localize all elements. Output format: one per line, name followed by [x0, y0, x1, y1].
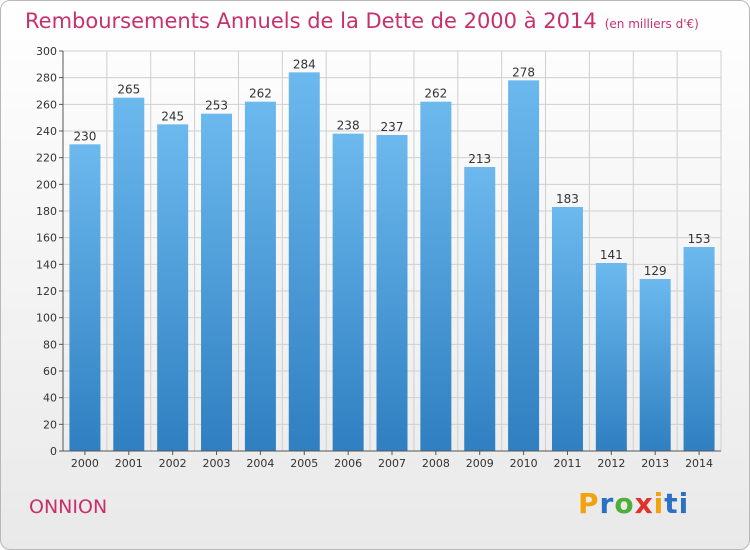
x-tick-label: 2011 [553, 457, 581, 470]
bar [376, 135, 408, 451]
bar [332, 133, 364, 451]
x-tick-label: 2014 [685, 457, 713, 470]
y-tick-label: 220 [36, 152, 57, 165]
axes: 0 20 40 60 80 100 120 140 160 180 200 220 240 260 280 3… [36, 45, 721, 470]
bar [157, 124, 189, 451]
value-label: 213 [468, 152, 491, 166]
value-label: 238 [337, 119, 360, 133]
value-label: 245 [161, 109, 184, 123]
value-label: 278 [512, 65, 535, 79]
value-label: 141 [600, 248, 623, 262]
value-label: 284 [293, 57, 316, 71]
x-tick-label: 2004 [246, 457, 274, 470]
bar [595, 263, 627, 451]
x-tick-label: 2013 [641, 457, 669, 470]
value-label: 153 [688, 232, 711, 246]
x-tick-label: 2005 [290, 457, 318, 470]
x-tick-label: 2002 [159, 457, 187, 470]
x-tick-label: 2007 [378, 457, 406, 470]
bar [508, 80, 540, 451]
chart-subtitle: (en milliers d'€) [604, 17, 699, 31]
value-label: 262 [424, 87, 447, 101]
logo-part: ti [664, 487, 690, 520]
logo-part: r [599, 487, 615, 520]
y-tick-label: 200 [36, 178, 57, 191]
y-tick-label: 140 [36, 258, 57, 271]
value-label: 129 [644, 264, 667, 278]
y-tick-label: 160 [36, 232, 57, 245]
y-tick-label: 80 [43, 338, 57, 351]
proxiti-logo[interactable]: Proxiti [578, 487, 689, 520]
bar [464, 167, 496, 451]
y-tick-label: 40 [43, 392, 57, 405]
chart-title: Remboursements Annuels de la Dette de 20… [25, 9, 699, 33]
y-tick-label: 60 [43, 365, 57, 378]
bar [113, 97, 145, 452]
value-label: 262 [249, 87, 272, 101]
logo-part: o [614, 487, 635, 520]
y-tick-label: 120 [36, 285, 57, 298]
x-tick-label: 2012 [597, 457, 625, 470]
commune-name: ONNION [29, 496, 108, 518]
bar [551, 207, 583, 451]
y-tick-label: 280 [36, 72, 57, 85]
x-tick-label: 2010 [510, 457, 538, 470]
x-tick-label: 2009 [466, 457, 494, 470]
bars [69, 72, 715, 452]
y-tick-label: 100 [36, 312, 57, 325]
value-label: 230 [73, 129, 96, 143]
bar [420, 101, 452, 452]
bar [683, 247, 715, 451]
chart-title-text: Remboursements Annuels de la Dette de 20… [25, 9, 597, 33]
value-label: 237 [381, 120, 404, 134]
value-label: 183 [556, 192, 579, 206]
y-tick-label: 180 [36, 205, 57, 218]
x-tick-label: 2003 [203, 457, 231, 470]
y-tick-label: 20 [43, 418, 57, 431]
logo-part: x [634, 487, 654, 520]
bar [201, 113, 233, 452]
bar [288, 72, 320, 451]
value-labels: 230 265 245 253 262 284 238 237 262 213 278 183 141 1… [73, 57, 710, 278]
bar [244, 101, 276, 452]
y-tick-label: 260 [36, 98, 57, 111]
value-label: 265 [117, 83, 140, 97]
x-tick-label: 2006 [334, 457, 362, 470]
y-tick-label: 0 [50, 445, 57, 458]
x-tick-label: 2008 [422, 457, 450, 470]
x-tick-label: 2000 [71, 457, 99, 470]
logo-part: P [578, 487, 600, 520]
y-tick-label: 300 [36, 45, 57, 58]
x-tick-label: 2001 [115, 457, 143, 470]
y-tick-label: 240 [36, 125, 57, 138]
value-label: 253 [205, 99, 228, 113]
bar [639, 279, 671, 451]
bar [69, 144, 101, 452]
logo-part: i [653, 487, 665, 520]
